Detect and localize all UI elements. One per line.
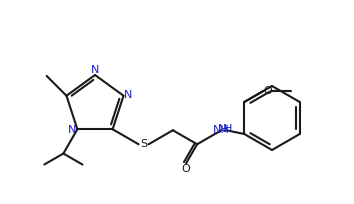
Text: O: O xyxy=(263,86,272,96)
Text: H: H xyxy=(224,124,233,134)
Text: N: N xyxy=(124,90,133,100)
Text: N: N xyxy=(218,124,227,134)
Text: NH: NH xyxy=(213,125,230,135)
Text: N: N xyxy=(68,125,76,135)
Text: N: N xyxy=(91,65,99,75)
Text: S: S xyxy=(140,139,147,149)
Text: O: O xyxy=(182,164,190,174)
